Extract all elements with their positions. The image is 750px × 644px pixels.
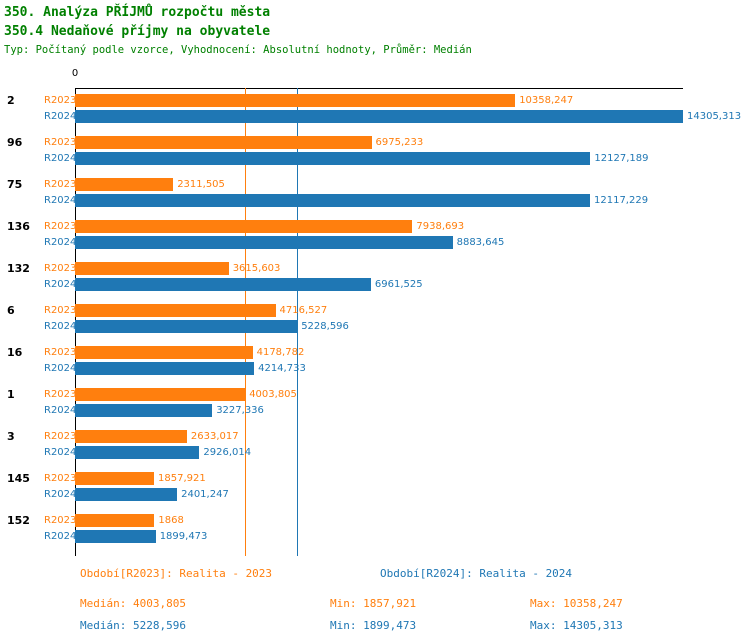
value-label-r2024: 1899,473 (159, 531, 208, 542)
bar-r2024 (75, 236, 453, 249)
report-title: 350. Analýza PŘÍJMŮ rozpočtu města (4, 5, 271, 20)
bar-r2024 (75, 530, 156, 543)
value-label-r2024: 2401,247 (181, 489, 229, 500)
series-label-r2023: R2023 (44, 473, 77, 484)
x-axis-zero-label: 0 (71, 68, 79, 79)
value-label-r2023: 4003,805 (249, 389, 297, 400)
stat-max-r2023: Max: 10358,247 (530, 597, 623, 610)
value-label-r2023: 1857,921 (158, 473, 206, 484)
x-axis-line (75, 88, 683, 89)
bar-r2024 (75, 362, 255, 375)
stat-median-r2024: Medián: 5228,596 (80, 619, 186, 632)
value-label-r2023: 4716,527 (279, 305, 328, 316)
plot-area: 2 R2023 10358,247 R2024 14305,313 96 R2023 6975… (0, 60, 750, 566)
series-label-r2024: R2024 (44, 489, 77, 500)
value-label-r2024: 3227,336 (216, 405, 264, 416)
value-label-r2023: 10358,247 (519, 95, 574, 106)
bar-r2023 (75, 178, 174, 191)
stat-min-r2024: Min: 1899,473 (330, 619, 417, 632)
value-label-r2023: 2633,017 (190, 431, 239, 442)
value-label-r2023: 1868 (158, 515, 184, 526)
bar-r2024 (75, 404, 213, 417)
series-label-r2023: R2023 (44, 347, 77, 358)
bar-r2023 (75, 94, 516, 107)
bar-r2023 (75, 136, 372, 149)
stat-median-r2023: Medián: 4003,805 (80, 597, 186, 610)
bar-r2023 (75, 388, 246, 401)
chart-title: 350.4 Nedaňové příjmy na obyvatele (4, 24, 271, 39)
series-label-r2024: R2024 (44, 447, 77, 458)
value-label-r2023: 6975,233 (375, 137, 424, 148)
category-label: 152 (7, 514, 30, 527)
category-label: 75 (7, 178, 23, 191)
bar-r2024 (75, 194, 590, 207)
series-label-r2024: R2024 (44, 237, 77, 248)
median-r2024-line (297, 88, 299, 556)
series-label-r2024: R2024 (44, 405, 77, 416)
chart-header: 350. Analýza PŘÍJMŮ rozpočtu města 350.4… (4, 3, 472, 56)
bar-r2023 (75, 220, 413, 233)
series-label-r2023: R2023 (44, 221, 77, 232)
category-label: 132 (7, 262, 30, 275)
category-label: 136 (7, 220, 30, 233)
bar-r2024 (75, 110, 683, 123)
value-label-r2023: 3615,603 (232, 263, 281, 274)
bar-r2024 (75, 152, 591, 165)
value-label-r2024: 4214,733 (258, 363, 306, 374)
series-label-r2024: R2024 (44, 111, 77, 122)
series-label-r2023: R2023 (44, 389, 77, 400)
series-label-r2023: R2023 (44, 263, 77, 274)
category-label: 145 (7, 472, 30, 485)
series-label-r2024: R2024 (44, 279, 77, 290)
bar-r2023 (75, 430, 187, 443)
series-label-r2024: R2024 (44, 195, 77, 206)
series-label-r2024: R2024 (44, 153, 77, 164)
series-label-r2023: R2023 (44, 515, 77, 526)
chart-subtitle: Typ: Počítaný podle vzorce, Vyhodnocení:… (4, 44, 472, 56)
value-label-r2024: 12117,229 (594, 195, 649, 206)
series-label-r2024: R2024 (44, 531, 77, 542)
bar-r2024 (75, 320, 298, 333)
value-label-r2023: 4178,782 (256, 347, 305, 358)
bar-r2023 (75, 514, 155, 527)
value-label-r2024: 5228,596 (301, 321, 349, 332)
stat-min-r2023: Min: 1857,921 (330, 597, 417, 610)
value-label-r2024: 2926,014 (203, 447, 252, 458)
bar-r2024 (75, 446, 200, 459)
bar-r2023 (75, 304, 276, 317)
value-label-r2024: 8883,645 (456, 237, 505, 248)
series-label-r2023: R2023 (44, 137, 77, 148)
bar-r2023 (75, 262, 229, 275)
stat-max-r2024: Max: 14305,313 (530, 619, 623, 632)
legend-r2024: Období[R2024]: Realita - 2024 (380, 567, 573, 580)
category-label: 16 (7, 346, 23, 359)
category-label: 2 (7, 94, 15, 107)
series-label-r2023: R2023 (44, 95, 77, 106)
category-label: 1 (7, 388, 15, 401)
value-label-r2024: 14305,313 (687, 111, 742, 122)
legend-r2023: Období[R2023]: Realita - 2023 (80, 567, 273, 580)
bar-r2023 (75, 346, 253, 359)
series-label-r2023: R2023 (44, 305, 77, 316)
series-label-r2023: R2023 (44, 431, 77, 442)
series-label-r2024: R2024 (44, 321, 77, 332)
series-label-r2024: R2024 (44, 363, 77, 374)
value-label-r2024: 12127,189 (594, 153, 649, 164)
category-label: 6 (7, 304, 15, 317)
value-label-r2023: 7938,693 (416, 221, 465, 232)
value-label-r2023: 2311,505 (177, 179, 225, 190)
series-label-r2023: R2023 (44, 179, 77, 190)
value-label-r2024: 6961,525 (374, 279, 423, 290)
bar-chart: 0 2 R2023 10358,247 R2024 14305,313 96 R2023 69… (0, 60, 750, 566)
category-label: 3 (7, 430, 15, 443)
bar-r2024 (75, 488, 178, 501)
category-label: 96 (7, 136, 23, 149)
bar-r2023 (75, 472, 154, 485)
bar-r2024 (75, 278, 371, 291)
